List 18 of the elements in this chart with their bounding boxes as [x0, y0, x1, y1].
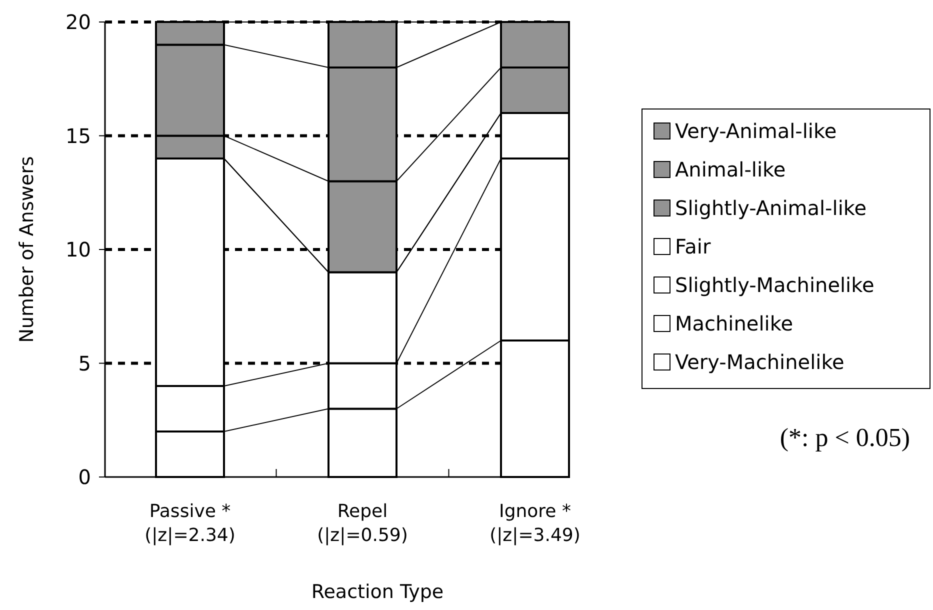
legend-label: Very-Animal-like [675, 119, 837, 143]
legend-label: Slightly-Machinelike [675, 273, 874, 297]
text: (*: p < 0.05) [780, 423, 910, 452]
legend-label: Animal-like [675, 158, 786, 182]
y-tick-label: 20 [66, 10, 91, 34]
legend-label: Machinelike [675, 312, 794, 336]
y-tick-label: 0 [78, 465, 91, 489]
y-tick-label: 5 [78, 351, 91, 376]
x-tick-label: Repel (|z|=0.59) [317, 501, 408, 546]
y-tick-label: 10 [66, 238, 91, 262]
x-tick-label: Ignore * (|z|=3.49) [490, 501, 580, 546]
x-axis-title: Reaction Type [311, 581, 444, 603]
y-tick-label: 15 [66, 124, 91, 148]
x-tick-label: Passive * (|z|=2.34) [144, 501, 236, 546]
legend-label: Fair [675, 234, 712, 258]
y-axis-title: Number of Answers [16, 156, 38, 343]
legend-label: Slightly-Animal-like [675, 196, 867, 220]
legend-label: Very-Machinelike [675, 350, 844, 374]
